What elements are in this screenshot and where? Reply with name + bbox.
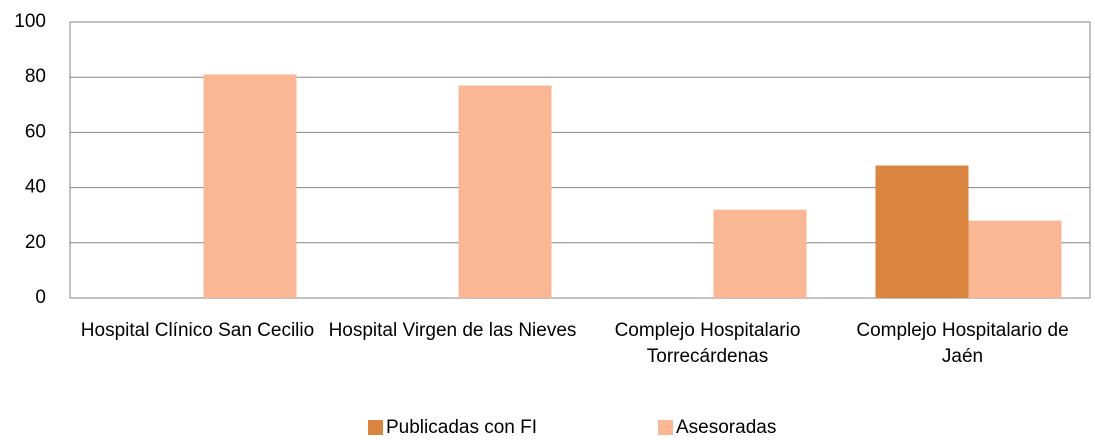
x-tick-label: Hospital Clínico San Cecilio xyxy=(80,320,315,341)
bar xyxy=(875,165,969,298)
bar xyxy=(458,85,552,298)
y-tick-label: 40 xyxy=(25,177,46,198)
plot-border xyxy=(69,21,1091,299)
y-tick-label: 100 xyxy=(14,11,46,32)
x-tick-label: Complejo Hospitalario Torrecárdenas xyxy=(614,320,801,367)
legend-swatch xyxy=(658,420,673,435)
y-tick-label: 0 xyxy=(35,287,46,308)
bar xyxy=(203,74,297,298)
bar xyxy=(968,220,1062,298)
x-tick-label: Hospital Virgen de las Nieves xyxy=(328,320,577,341)
legend-swatch xyxy=(368,420,383,435)
legend-label: Publicadas con FI xyxy=(386,417,537,438)
y-tick-label: 60 xyxy=(25,121,46,142)
y-tick-label: 20 xyxy=(25,232,46,253)
bar xyxy=(713,209,807,298)
legend-label: Asesoradas xyxy=(676,417,776,438)
x-tick-label: Complejo Hospitalario de Jaén xyxy=(856,320,1069,367)
y-tick-label: 80 xyxy=(25,66,46,87)
